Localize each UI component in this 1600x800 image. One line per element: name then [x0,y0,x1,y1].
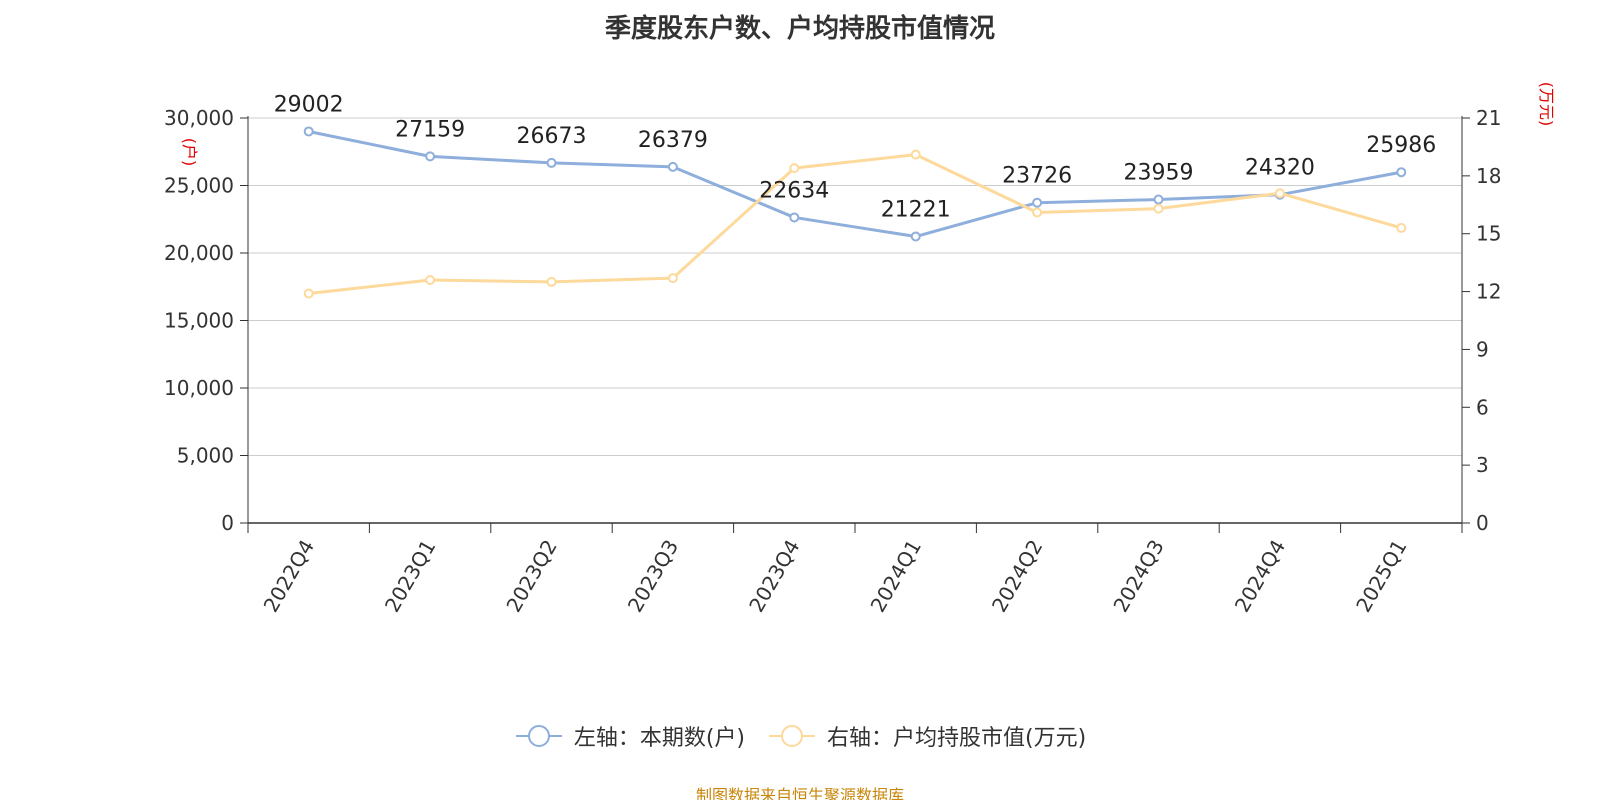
left-axis-tick-label: 30,000 [164,106,234,130]
left-series-data-label: 23726 [1002,164,1072,189]
label-layer: 29002 27159 26673 26379 22634 21221 23726 23959… [274,92,1437,222]
legend-right-label: 右轴：户均持股市值(万元) [827,726,1087,751]
right-series-point [667,273,678,284]
right-axis-tick-label: 0 [1476,511,1489,535]
legend: 左轴：本期数(户) 右轴：户均持股市值(万元) [0,720,1600,752]
x-axis-tick-label: 2023Q1 [380,536,440,617]
right-series-point [1153,203,1164,214]
right-series-point [546,276,557,287]
left-axis-tick-label: 5,000 [177,444,234,468]
left-series-point [789,212,800,223]
x-axis-tick-label: 2023Q4 [744,536,804,617]
left-series-line [308,130,1402,239]
chart-title: 季度股东户数、户均持股市值情况 [604,14,995,44]
x-axis-tick-label: 2024Q1 [866,536,926,617]
right-series-point [303,288,314,299]
left-series-data-label: 25986 [1366,133,1436,158]
right-axis-tick-label: 9 [1476,337,1489,361]
left-series-data-label: 27159 [395,117,465,142]
legend-item-left-series[interactable]: 左轴：本期数(户) [514,720,745,752]
left-series-data-label: 22634 [759,178,829,203]
right-series-point [1396,222,1407,233]
right-series-line [308,153,1402,295]
left-axis-unit-label: (户) [180,138,199,167]
grid-layer [248,117,1462,456]
x-axis-tick-label: 2024Q4 [1230,536,1290,617]
right-series-point [1032,207,1043,218]
left-axis-tick-label: 25,000 [164,174,234,198]
left-series-point [425,151,436,162]
x-axis-tick-label: 2023Q2 [501,536,561,617]
right-series-point [789,163,800,174]
left-series-data-label: 24320 [1245,156,1315,181]
right-axis-tick-label: 18 [1476,164,1501,188]
right-axis-tick-label: 12 [1476,280,1501,304]
left-series-point [667,161,678,172]
left-series-data-label: 21221 [881,198,951,223]
left-series-point [1153,194,1164,205]
left-series-data-label: 26673 [517,124,587,149]
legend-item-right-series[interactable]: 右轴：户均持股市值(万元) [767,720,1086,752]
left-series-data-label: 23959 [1124,161,1194,186]
right-axis-unit-label: (万元) [1537,82,1556,127]
right-axis-tick-label: 15 [1476,222,1501,246]
chart-canvas: 0 5,000 10,000 15,000 20,000 25,000 30,000 0 3 6 9… [164,82,1556,617]
left-series-data-label: 26379 [638,128,708,153]
right-axis-tick-label: 21 [1476,106,1501,130]
left-series-point [1396,167,1407,178]
series-layer [303,126,1407,299]
left-series-point [1032,197,1043,208]
legend-left-line-icon [515,725,562,747]
legend-left-label: 左轴：本期数(户) [573,726,745,751]
right-series-point [1274,188,1285,199]
left-series-point [303,126,314,137]
right-series-point [425,275,436,285]
source-note: 制图数据来自恒生聚源数据库 [695,786,904,800]
x-axis-tick-label: 2024Q3 [1108,536,1168,617]
x-axis-tick-label: 2024Q2 [987,536,1047,617]
left-axis-tick-label: 15,000 [164,309,234,333]
left-series-point [910,231,921,242]
left-series-data-label: 29002 [274,92,344,117]
x-axis-tick-label: 2023Q3 [623,536,683,617]
left-axis-tick-label: 0 [221,511,234,535]
x-axis-tick-label: 2025Q1 [1351,536,1411,617]
right-axis-tick-label: 6 [1476,395,1489,419]
left-axis-tick-label: 20,000 [164,241,234,265]
right-axis-tick-label: 3 [1476,453,1489,477]
left-axis-tick-label: 10,000 [164,376,234,400]
right-series-point [910,149,921,160]
x-axis-tick-label: 2022Q4 [259,536,319,617]
legend-right-line-icon [769,725,815,747]
left-series-point [546,157,557,168]
